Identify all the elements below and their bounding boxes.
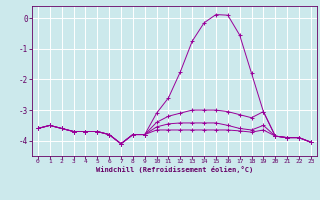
X-axis label: Windchill (Refroidissement éolien,°C): Windchill (Refroidissement éolien,°C) <box>96 166 253 173</box>
